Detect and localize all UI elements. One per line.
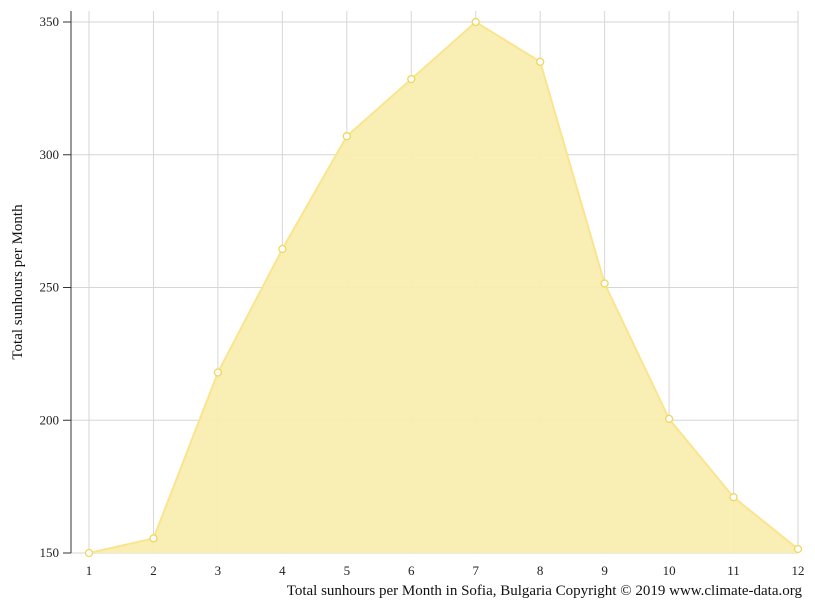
series-area	[89, 22, 798, 553]
y-tick-label-200: 200	[40, 412, 60, 427]
x-tick-label-8: 8	[537, 563, 544, 578]
x-tick-label-2: 2	[150, 563, 157, 578]
y-tick-label-300: 300	[40, 147, 60, 162]
x-tick-label-9: 9	[601, 563, 608, 578]
y-tick-label-150: 150	[40, 545, 60, 560]
data-point-6	[407, 74, 416, 84]
y-tick-label-350: 350	[40, 14, 60, 29]
area-layer	[88, 20, 799, 554]
x-tick-label-3: 3	[215, 563, 222, 578]
x-tick-label-5: 5	[344, 563, 351, 578]
data-point-8	[536, 57, 545, 66]
y-tick-label-250: 250	[40, 280, 60, 295]
x-tick-label-6: 6	[408, 563, 415, 578]
data-point-5	[342, 132, 351, 141]
y-axis-title: Total sunhours per Month	[10, 204, 26, 360]
x-tick-label-11: 11	[727, 563, 740, 578]
data-point-1	[84, 548, 94, 558]
series-line	[88, 20, 799, 554]
marker-layer	[84, 17, 803, 558]
chart-caption: Total sunhours per Month in Sofia, Bulga…	[286, 583, 802, 599]
data-point-11	[729, 493, 738, 502]
x-tick-label-1: 1	[86, 563, 93, 578]
x-tick-label-10: 10	[663, 563, 676, 578]
data-point-3	[213, 368, 223, 377]
data-point-12	[793, 544, 803, 554]
x-tick-label-12: 12	[792, 563, 805, 578]
data-point-9	[600, 279, 609, 288]
x-tick-label-4: 4	[279, 563, 286, 578]
data-point-2	[149, 534, 158, 543]
data-point-7	[471, 17, 480, 27]
x-tick-label-7: 7	[472, 563, 479, 578]
data-point-4	[278, 244, 287, 254]
data-point-10	[664, 414, 674, 424]
